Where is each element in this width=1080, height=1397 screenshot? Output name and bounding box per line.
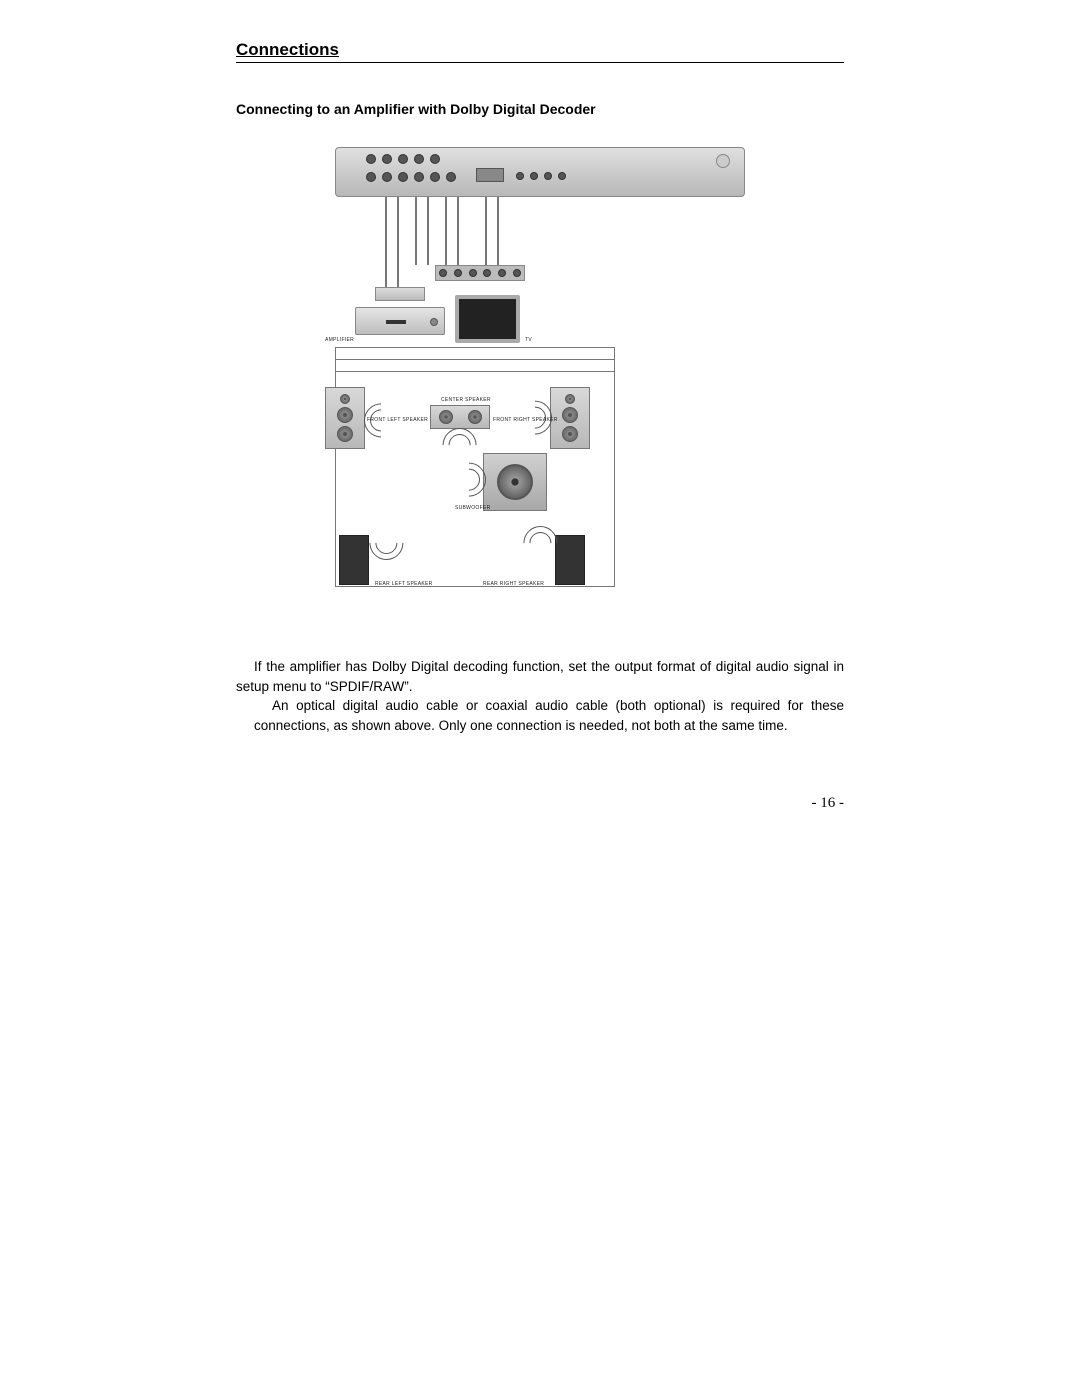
section-subtitle: Connecting to an Amplifier with Dolby Di…: [236, 101, 844, 117]
rear-left-label: REAR LEFT SPEAKER: [375, 581, 433, 587]
tv-label: TV: [525, 337, 532, 343]
tv-input-strip: [435, 265, 525, 281]
page-number: - 16 -: [236, 795, 844, 812]
rear-right-label: REAR RIGHT SPEAKER: [483, 581, 544, 587]
amplifier: [355, 307, 445, 335]
tv: [455, 295, 520, 343]
aux-box: [375, 287, 425, 301]
paragraph-1: If the amplifier has Dolby Digital decod…: [236, 657, 844, 696]
instruction-text: If the amplifier has Dolby Digital decod…: [236, 657, 844, 735]
diagram-canvas: AMPLIFIER TV FRONT LEFT SPEAKER CENTER S…: [325, 147, 755, 597]
document-page: Connections Connecting to an Amplifier w…: [0, 0, 1080, 812]
front-right-label: FRONT RIGHT SPEAKER: [493, 417, 558, 423]
amplifier-label: AMPLIFIER: [325, 337, 354, 343]
paragraph-2: An optical digital audio cable or coaxia…: [236, 696, 844, 735]
section-title: Connections: [236, 40, 844, 63]
subwoofer-label: SUBWOOFER: [455, 505, 490, 511]
center-speaker-label: CENTER SPEAKER: [441, 397, 491, 403]
front-left-label: FRONT LEFT SPEAKER: [367, 417, 428, 423]
dvd-player: [335, 147, 745, 197]
connection-diagram: AMPLIFIER TV FRONT LEFT SPEAKER CENTER S…: [236, 147, 844, 597]
